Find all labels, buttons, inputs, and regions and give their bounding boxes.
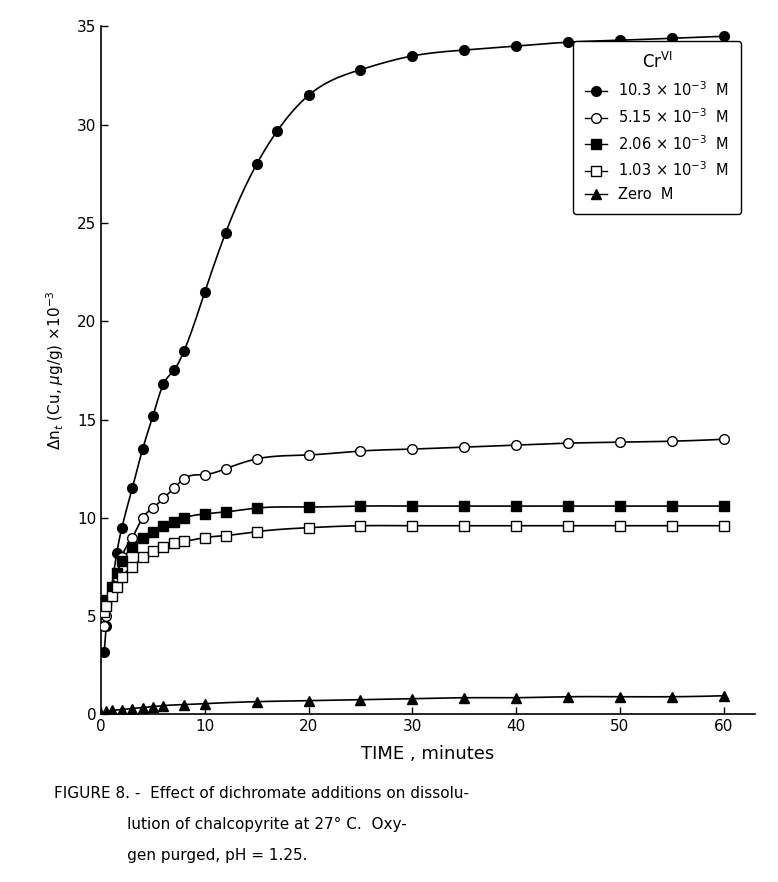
Y-axis label: $\Delta$n$_t$ (Cu, $\mu$g/g) $\times$10$^{-3}$: $\Delta$n$_t$ (Cu, $\mu$g/g) $\times$10$… xyxy=(44,290,66,451)
Text: gen purged, pH = 1.25.: gen purged, pH = 1.25. xyxy=(54,848,308,863)
Text: lution of chalcopyrite at 27° C.  Oxy-: lution of chalcopyrite at 27° C. Oxy- xyxy=(54,817,407,832)
Text: FIGURE 8. -  Effect of dichromate additions on dissolu-: FIGURE 8. - Effect of dichromate additio… xyxy=(54,786,469,801)
X-axis label: TIME , minutes: TIME , minutes xyxy=(361,745,495,764)
Legend: 10.3 $\times$ 10$^{-3}$  M, 5.15 $\times$ 10$^{-3}$  M, 2.06 $\times$ 10$^{-3}$ : 10.3 $\times$ 10$^{-3}$ M, 5.15 $\times$… xyxy=(573,41,741,214)
